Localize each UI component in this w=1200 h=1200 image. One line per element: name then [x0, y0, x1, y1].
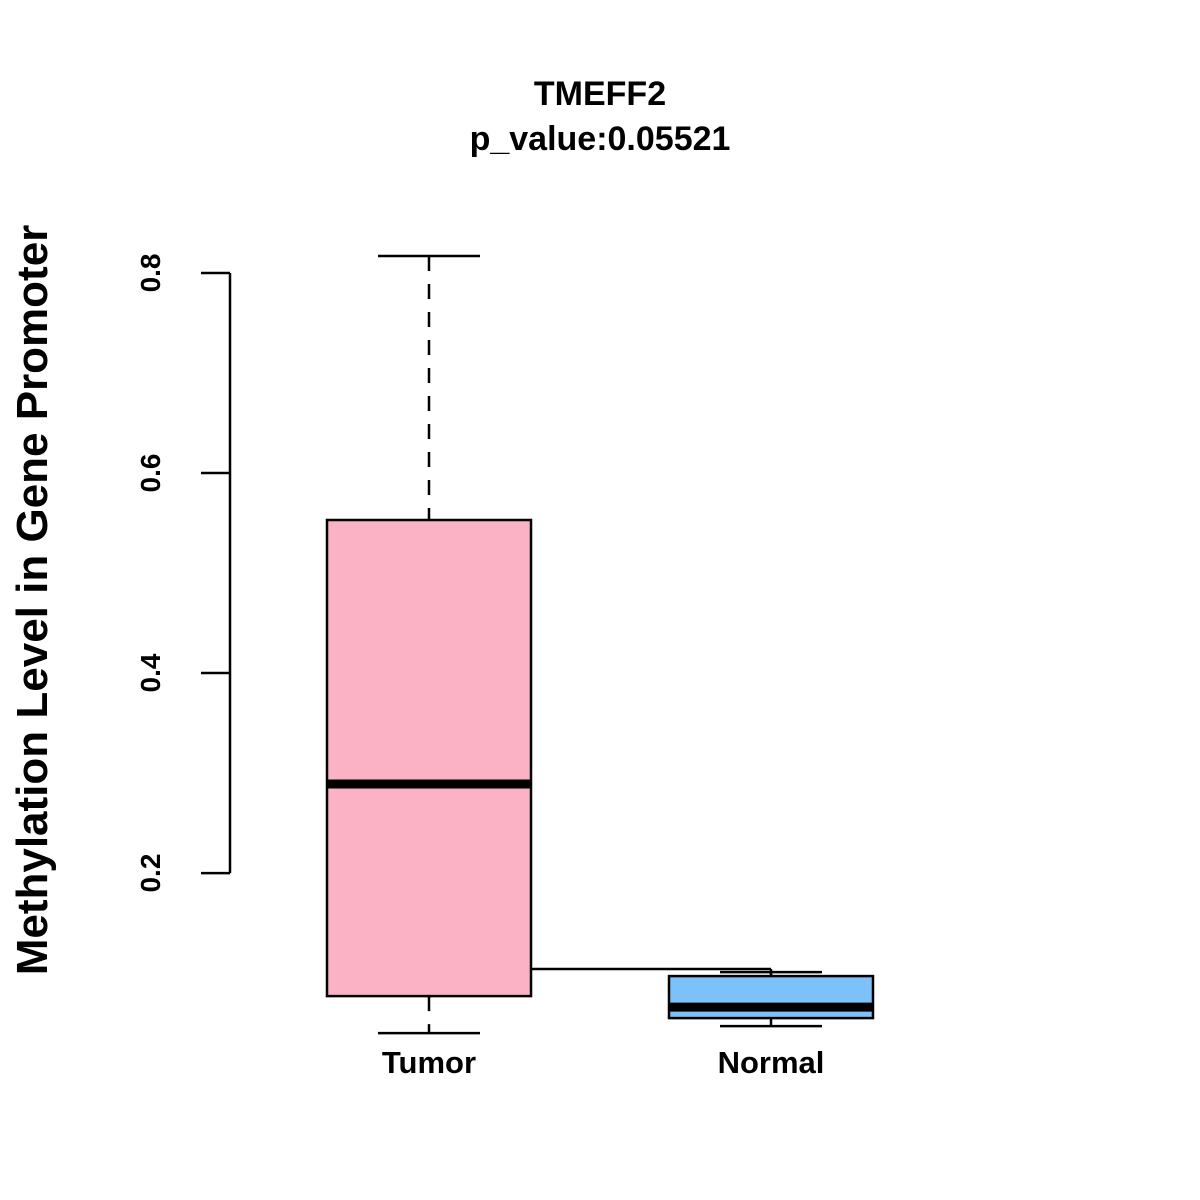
box-group: [325, 254, 875, 1035]
box-tumor: [325, 254, 533, 1035]
y-axis: 0.2 0.4 0.6 0.8: [135, 253, 232, 893]
chart-subtitle: p_value:0.05521: [470, 120, 731, 158]
x-tick-label: Normal: [718, 1045, 825, 1080]
y-tick-label: 0.6: [135, 454, 166, 493]
iqr-box: [667, 974, 875, 1020]
y-tick-label: 0.4: [135, 653, 166, 692]
y-tick-label: 0.2: [135, 854, 166, 893]
y-axis-label: Methylation Level in Gene Promoter: [8, 225, 57, 976]
y-tick-label: 0.8: [135, 253, 166, 292]
chart-title: TMEFF2: [534, 75, 666, 113]
box-normal: [667, 970, 875, 1028]
x-tick-label: Tumor: [382, 1045, 476, 1080]
iqr-box: [325, 518, 533, 998]
